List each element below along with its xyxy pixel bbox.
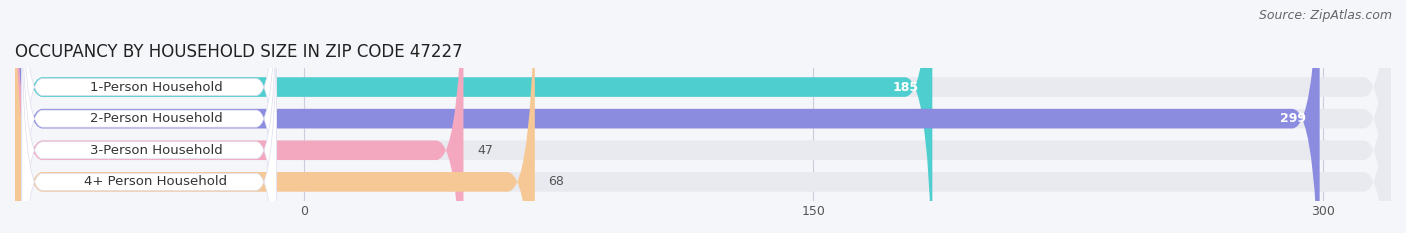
Text: Source: ZipAtlas.com: Source: ZipAtlas.com [1258,9,1392,22]
FancyBboxPatch shape [15,0,1391,233]
Text: 299: 299 [1279,112,1306,125]
FancyBboxPatch shape [22,1,277,233]
FancyBboxPatch shape [15,0,932,233]
Text: 47: 47 [477,144,494,157]
FancyBboxPatch shape [22,0,277,233]
Text: 68: 68 [548,175,564,188]
Text: 3-Person Household: 3-Person Household [90,144,222,157]
FancyBboxPatch shape [22,0,277,233]
FancyBboxPatch shape [15,0,1320,233]
FancyBboxPatch shape [15,0,1391,233]
FancyBboxPatch shape [15,0,534,233]
FancyBboxPatch shape [15,0,1391,233]
Text: 1-Person Household: 1-Person Household [90,81,222,93]
Text: OCCUPANCY BY HOUSEHOLD SIZE IN ZIP CODE 47227: OCCUPANCY BY HOUSEHOLD SIZE IN ZIP CODE … [15,43,463,61]
Text: 4+ Person Household: 4+ Person Household [84,175,228,188]
FancyBboxPatch shape [15,0,1391,233]
FancyBboxPatch shape [22,0,277,233]
FancyBboxPatch shape [15,0,464,233]
Text: 2-Person Household: 2-Person Household [90,112,222,125]
Text: 185: 185 [893,81,918,93]
